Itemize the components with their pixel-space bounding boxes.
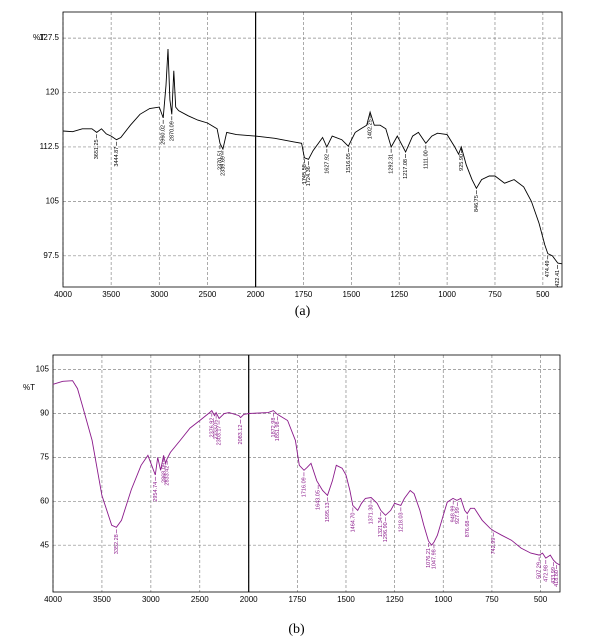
peak-label: 3651.25 xyxy=(94,139,100,159)
peak-label: 742.99 xyxy=(491,538,497,555)
x-tick-label: 1500 xyxy=(337,595,355,604)
peak-label: 927.99 xyxy=(455,507,461,524)
y-tick-label: 60 xyxy=(40,496,49,505)
y-tick-label: 127.5 xyxy=(39,33,60,42)
peak-label: 1716.09 xyxy=(301,477,307,497)
peak-label: 1516.05 xyxy=(346,153,352,173)
peak-label: 1292.31 xyxy=(389,154,395,174)
x-tick-label: 2500 xyxy=(199,290,217,299)
peak-label: 2333.05 xyxy=(214,420,220,440)
peak-label: 2339.69 xyxy=(220,156,226,176)
peak-label: 2303.17 xyxy=(216,426,222,446)
peak-label: 1851.98 xyxy=(275,421,281,441)
peak-label: 1627.92 xyxy=(324,154,330,174)
peak-label: 1111.00 xyxy=(423,150,429,169)
x-tick-label: 2000 xyxy=(247,290,265,299)
y-tick-label: 75 xyxy=(40,453,49,462)
peak-label: 1047.98 xyxy=(431,549,437,569)
y-axis-label: %T xyxy=(33,33,45,42)
peak-label: 3444.87 xyxy=(114,147,120,167)
peak-label: 876.68 xyxy=(465,521,471,538)
x-tick-label: 750 xyxy=(485,595,499,604)
y-tick-label: 112.5 xyxy=(40,142,60,151)
y-tick-label: 105 xyxy=(46,196,60,205)
peak-label: 422.41 xyxy=(555,270,561,287)
peak-label: 1643.05 xyxy=(316,490,322,510)
x-tick-label: 3500 xyxy=(102,290,120,299)
x-tick-label: 3500 xyxy=(93,595,111,604)
peak-label: 1218.03 xyxy=(398,512,404,532)
y-tick-label: 120 xyxy=(46,88,60,97)
peak-label: 1321.34 xyxy=(378,517,384,537)
y-tick-label: 90 xyxy=(40,409,49,418)
peak-label: 472.98 xyxy=(543,565,549,582)
x-tick-label: 1750 xyxy=(295,290,313,299)
peak-label: 2083.12 xyxy=(238,425,244,445)
peak-label: 948.99 xyxy=(451,506,457,523)
peak-label: 474.49 xyxy=(545,260,551,277)
peak-label: 1217.08 xyxy=(403,159,409,179)
y-tick-label: 97.5 xyxy=(43,251,59,260)
peak-label: 433.99 xyxy=(551,567,557,584)
spectrum-line xyxy=(62,48,563,265)
peak-label: 2870.09 xyxy=(169,121,175,141)
x-tick-label: 750 xyxy=(488,290,502,299)
caption: (b) xyxy=(288,622,305,637)
peak-label: 1595.13 xyxy=(325,502,331,522)
x-tick-label: 1500 xyxy=(342,290,360,299)
x-tick-label: 4000 xyxy=(54,290,72,299)
x-tick-label: 1250 xyxy=(390,290,408,299)
peak-label: 1724.36 xyxy=(306,166,312,186)
y-axis-label: %T xyxy=(23,383,35,392)
x-tick-label: 1250 xyxy=(386,595,404,604)
peak-label: 2376.92 xyxy=(209,418,215,438)
spectrum-line xyxy=(52,380,561,566)
x-tick-label: 3000 xyxy=(142,595,160,604)
y-tick-label: 45 xyxy=(40,540,49,549)
peak-label: 1402.25 xyxy=(368,119,374,139)
peak-label: 925.90 xyxy=(459,154,465,171)
x-tick-label: 2000 xyxy=(240,595,258,604)
x-tick-label: 3000 xyxy=(150,290,168,299)
peak-label: 1296.90 xyxy=(383,522,389,542)
x-tick-label: 500 xyxy=(534,595,548,604)
peak-label: 3352.28 xyxy=(114,534,120,554)
peak-label: 507.29 xyxy=(537,562,543,579)
x-tick-label: 1750 xyxy=(288,595,306,604)
plot-frame xyxy=(52,354,561,593)
x-tick-label: 4000 xyxy=(44,595,62,604)
peak-label: 2370.51 xyxy=(217,150,223,170)
peak-label: 2954.74 xyxy=(153,482,159,502)
y-tick-label: 105 xyxy=(36,365,50,374)
peak-label: 2868.09 xyxy=(161,463,167,483)
peak-label: 1464.70 xyxy=(350,513,356,533)
peak-label: 846.75 xyxy=(474,195,480,212)
caption: (a) xyxy=(295,304,311,319)
peak-label: 1745.58 xyxy=(302,164,308,184)
peak-label: 1872.98 xyxy=(271,418,277,438)
peak-label: 1076.21 xyxy=(426,548,432,568)
peak-label: 418.80 xyxy=(554,570,560,587)
peak-label: 2833.42 xyxy=(165,466,171,486)
x-tick-label: 1000 xyxy=(434,595,452,604)
x-tick-label: 2500 xyxy=(191,595,209,604)
plot-frame xyxy=(62,11,563,288)
x-tick-label: 1000 xyxy=(438,290,456,299)
peak-label: 1371.30 xyxy=(368,505,374,525)
x-tick-label: 500 xyxy=(536,290,550,299)
peak-label: 2960.02 xyxy=(161,125,167,145)
